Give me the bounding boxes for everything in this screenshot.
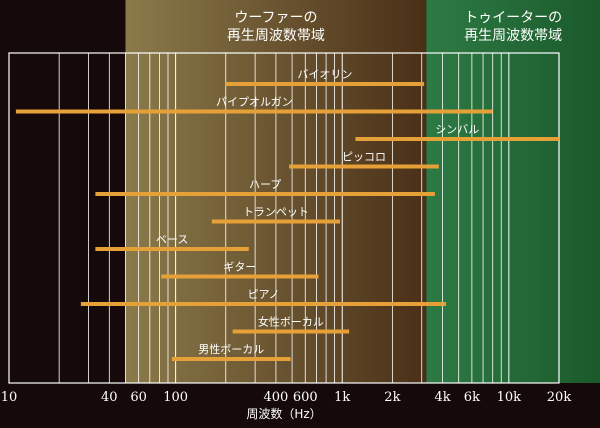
range-bar: [211, 219, 341, 224]
plot-frame: [8, 52, 560, 384]
x-tick-label: 400: [264, 390, 289, 405]
x-tick-label: 4k: [434, 390, 450, 405]
range-bar-label: トランペット: [243, 206, 309, 219]
x-axis-tick-labels: 10 40 60 100 400 600 1k 2k 4k 6k 10k 20k: [1, 390, 572, 405]
range-bar-label: ハープ: [249, 178, 281, 191]
x-tick-label: 2k: [384, 390, 400, 405]
x-tick-label: 10: [1, 390, 18, 405]
range-bars: バイオリンパイプオルガンシンバルピッコロハープトランペットベースギターピアノ女性…: [15, 68, 559, 361]
x-tick-label: 1k: [334, 390, 350, 405]
range-bar-label: 女性ボーカル: [258, 315, 324, 329]
range-bar: [289, 164, 439, 169]
range-bar-label: シンバル: [435, 123, 479, 136]
range-bar: [225, 82, 425, 86]
range-bar-label: ピッコロ: [342, 151, 386, 164]
x-tick-label: 600: [293, 390, 318, 405]
x-tick-label: 60: [130, 390, 147, 405]
range-bar-label: バイオリン: [297, 68, 352, 81]
woofer-band-title-line1: ウーファーの: [234, 10, 317, 26]
range-bar: [355, 137, 559, 141]
range-bar-label: 男性ボーカル: [198, 342, 264, 356]
x-tick-label: 10k: [497, 390, 522, 405]
range-bar: [15, 109, 493, 114]
range-bar-label: ピアノ: [247, 288, 279, 301]
range-bar: [232, 329, 350, 334]
x-tick-label: 20k: [547, 390, 572, 405]
grid-lines: [8, 53, 560, 383]
range-bar: [80, 302, 447, 306]
range-bar: [95, 192, 435, 196]
tweeter-band-region: [426, 0, 600, 383]
tweeter-band-title-line1: トゥイーターの: [464, 10, 562, 26]
x-tick-label: 6k: [464, 390, 480, 405]
x-tick-label: 100: [163, 390, 188, 405]
range-bar: [161, 274, 319, 279]
woofer-band-title-line2: 再生周波数帯域: [227, 28, 325, 44]
range-bar: [171, 357, 291, 361]
x-axis-title: 周波数（Hz）: [246, 406, 321, 421]
x-tick-label: 40: [101, 390, 118, 405]
range-bar: [95, 247, 249, 251]
range-bar-label: ベース: [156, 233, 188, 246]
range-bar-label: ギター: [223, 261, 256, 274]
tweeter-band-title-line2: 再生周波数帯域: [464, 28, 562, 44]
range-bar-label: パイプオルガン: [216, 96, 293, 109]
